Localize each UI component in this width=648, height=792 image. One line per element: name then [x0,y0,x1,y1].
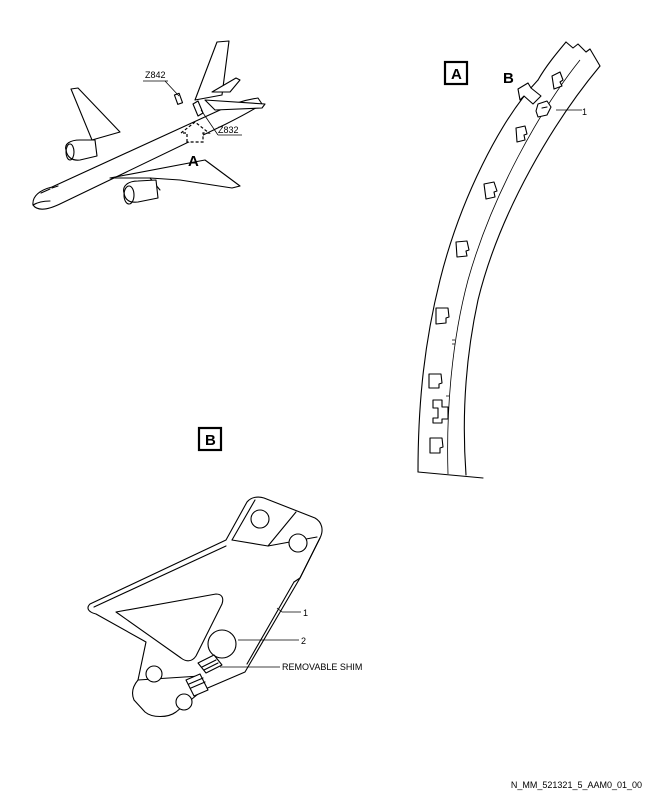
view-a-box-label: A [451,66,462,83]
clip-5 [455,240,470,258]
view-b-box-label: B [205,432,216,449]
view-b-box [197,426,223,452]
clip-4 [483,181,498,200]
zone-z832-leader [200,109,219,136]
figure-id: N_MM_521321_5_AAM0_01_00 [511,780,642,790]
aircraft-drawing [32,40,266,210]
view-a-arrow-icon [179,121,211,143]
clip-6 [435,307,450,325]
view-b-callout-2: 2 [301,636,306,646]
zone-z842-leader [164,80,180,97]
detail-b-arrow-label: B [503,70,514,87]
removable-shim [185,654,223,697]
clip-7 [428,373,443,389]
view-a-arrow-label: A [188,153,199,170]
part-2-bushing [207,629,237,659]
removable-shim-label: REMOVABLE SHIM [282,662,362,672]
zone-z832-label: Z832 [218,125,239,135]
clip-3 [515,125,528,143]
bracket-view-b [87,496,323,718]
view-a-box [443,60,469,86]
frame-section-view-a [417,41,601,479]
view-b-callout-1: 1 [303,608,308,618]
zone-z842-label: Z842 [145,70,166,80]
detail-b-arrow-icon [517,82,542,105]
view-a-callout-1: 1 [582,107,587,117]
clip-2 [535,100,552,118]
clip-1 [551,71,564,90]
clip-9 [429,437,444,454]
clip-8 [432,399,449,424]
